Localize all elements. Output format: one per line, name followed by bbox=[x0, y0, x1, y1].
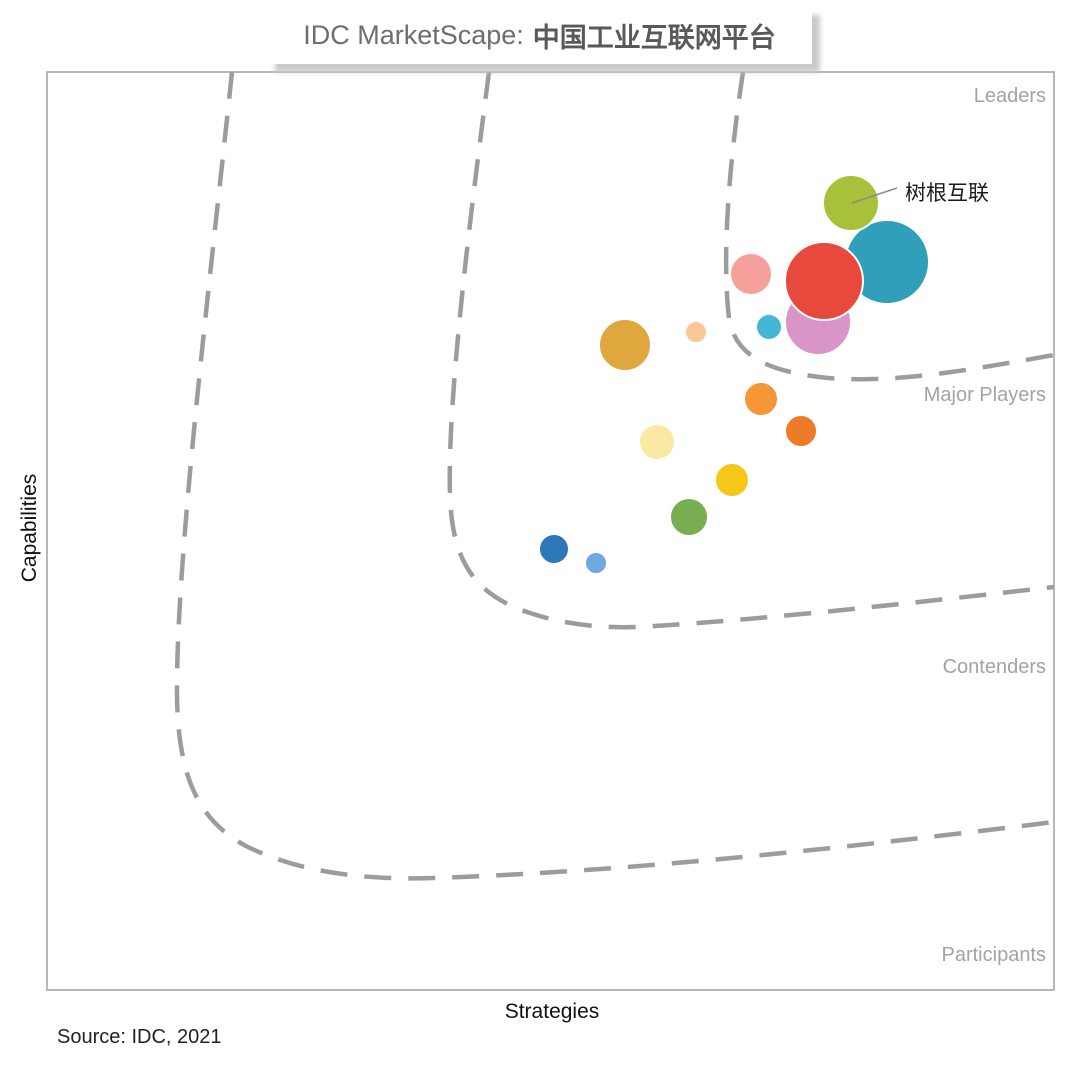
region-label-leaders: Leaders bbox=[973, 85, 1046, 107]
bubble-pale-yellow bbox=[638, 423, 676, 461]
chart-title-prefix: IDC MarketScape: bbox=[303, 20, 524, 50]
y-axis-label: Capabilities bbox=[18, 473, 41, 583]
annotation-leader-line bbox=[851, 187, 898, 204]
region-label-participants: Participants bbox=[941, 944, 1047, 966]
plot-border bbox=[46, 71, 1055, 991]
bubble-blue bbox=[538, 533, 570, 565]
region-label-contenders: Contenders bbox=[942, 656, 1046, 678]
source-note: Source: IDC, 2021 bbox=[57, 1026, 222, 1048]
bubble-green bbox=[669, 497, 709, 537]
bubble-group bbox=[538, 174, 930, 575]
bubble-peach bbox=[684, 320, 708, 344]
major-players-boundary-curve bbox=[447, 71, 1055, 630]
vendor-annotation-label: 树根互联 bbox=[905, 181, 989, 205]
bubble-light-blue bbox=[584, 551, 608, 575]
chart-title-chinese: 中国工业互联网平台 bbox=[532, 23, 776, 53]
bubble-ochre bbox=[598, 318, 652, 372]
bubble-salmon bbox=[729, 252, 773, 296]
bubble-yellow-green bbox=[822, 174, 880, 232]
bubble-orange-light bbox=[743, 381, 779, 417]
bubble-orange-dark bbox=[784, 414, 818, 448]
leaders-boundary-curve bbox=[723, 71, 1055, 382]
contenders-boundary-curve bbox=[174, 71, 1055, 881]
region-label-major-players: Major Players bbox=[923, 384, 1046, 406]
bubble-cyan-small bbox=[755, 313, 783, 341]
x-axis-label: Strategies bbox=[504, 1000, 600, 1023]
chart-title: IDC MarketScape: 中国工业互联网平台 bbox=[267, 7, 812, 64]
bubble-red-large bbox=[784, 241, 864, 321]
bubble-gold bbox=[714, 462, 750, 498]
